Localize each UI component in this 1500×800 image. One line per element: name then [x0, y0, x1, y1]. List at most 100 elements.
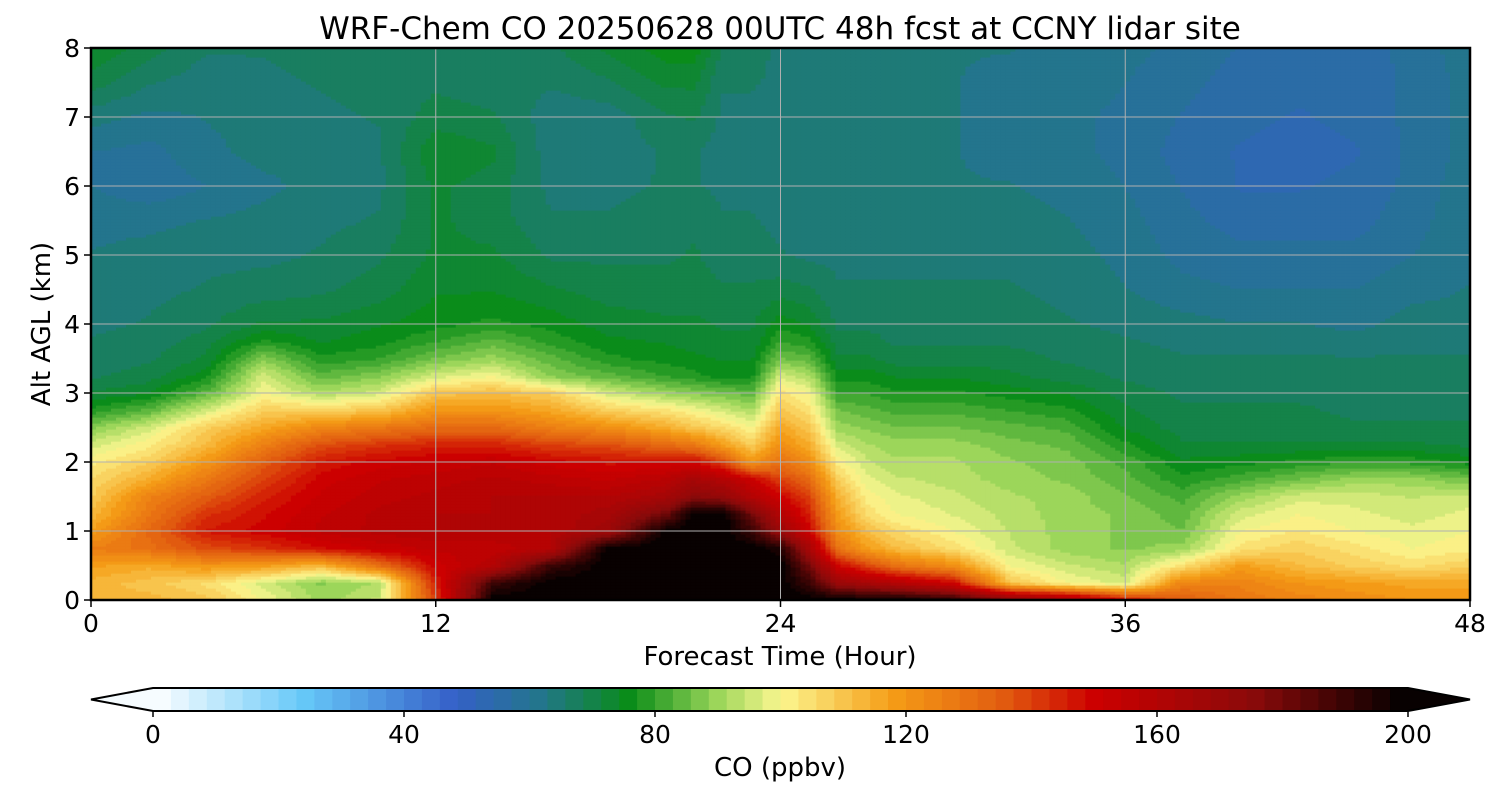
colorbar-swatch	[1372, 688, 1390, 711]
y-tick-label: 4	[64, 310, 80, 339]
y-tick-label: 6	[64, 172, 80, 201]
colorbar-swatch	[261, 688, 279, 711]
y-tick-label: 1	[64, 517, 80, 546]
colorbar-swatch	[637, 688, 655, 711]
colorbar-swatch	[942, 688, 960, 711]
colorbar-tick-label: 120	[882, 720, 930, 749]
colorbar-swatch	[816, 688, 834, 711]
colorbar-swatch	[1014, 688, 1032, 711]
colorbar-swatch	[494, 688, 512, 711]
colorbar-ticks: 0 40 80 120 160 200	[145, 711, 1432, 749]
colorbar-swatch	[1049, 688, 1067, 711]
colorbar-swatch	[888, 688, 906, 711]
x-axis-label: Forecast Time (Hour)	[643, 642, 916, 672]
colorbar-swatch	[171, 688, 189, 711]
colorbar-tick-label: 40	[388, 720, 420, 749]
colorbar-swatch	[422, 688, 440, 711]
x-tick-label: 36	[1109, 609, 1141, 638]
colorbar-swatch	[153, 688, 171, 711]
colorbar-swatch	[332, 688, 350, 711]
colorbar-swatch	[243, 688, 261, 711]
colorbar-swatch	[1300, 688, 1318, 711]
colorbar-swatch	[619, 688, 637, 711]
x-axis: 0 12 24 36 48	[83, 600, 1486, 638]
colorbar-swatch	[798, 688, 816, 711]
colorbar-swatch	[547, 688, 565, 711]
colorbar-swatch	[655, 688, 673, 711]
colorbar-swatch	[1229, 688, 1247, 711]
chart-title: WRF-Chem CO 20250628 00UTC 48h fcst at C…	[319, 11, 1241, 47]
colorbar-swatch	[350, 688, 368, 711]
colorbar-swatch	[996, 688, 1014, 711]
colorbar-swatch	[1211, 688, 1229, 711]
colorbar-swatch	[583, 688, 601, 711]
y-axis-label: Alt AGL (km)	[27, 242, 57, 406]
colorbar-swatch	[834, 688, 852, 711]
y-tick-label: 7	[64, 103, 80, 132]
y-tick-label: 2	[64, 448, 80, 477]
colorbar-swatch	[906, 688, 924, 711]
colorbar-tick-label: 0	[145, 720, 161, 749]
colorbar-swatch	[1175, 688, 1193, 711]
colorbar-swatch	[691, 688, 709, 711]
colorbar	[91, 688, 1470, 711]
colorbar-tick-label: 200	[1384, 720, 1432, 749]
colorbar-swatch	[763, 688, 781, 711]
x-tick-label: 24	[765, 609, 797, 638]
colorbar-swatch	[1354, 688, 1372, 711]
colorbar-swatch	[279, 688, 297, 711]
colorbar-swatch	[1085, 688, 1103, 711]
colorbar-swatch	[673, 688, 691, 711]
colorbar-swatch	[207, 688, 225, 711]
colorbar-swatch	[296, 688, 314, 711]
colorbar-swatch	[601, 688, 619, 711]
colorbar-swatch	[852, 688, 870, 711]
colorbar-extend-low	[91, 688, 153, 711]
colorbar-swatch	[386, 688, 404, 711]
x-tick-label: 0	[83, 609, 99, 638]
colorbar-swatch	[368, 688, 386, 711]
y-tick-label: 8	[64, 34, 80, 63]
colorbar-tick-label: 160	[1133, 720, 1181, 749]
colorbar-swatch	[476, 688, 494, 711]
colorbar-swatch	[1032, 688, 1050, 711]
colorbar-swatch	[1247, 688, 1265, 711]
colorbar-swatch	[960, 688, 978, 711]
colorbar-swatch	[1157, 688, 1175, 711]
colorbar-swatch	[745, 688, 763, 711]
colorbar-swatch	[1121, 688, 1139, 711]
colorbar-swatch	[1067, 688, 1085, 711]
colorbar-swatch	[458, 688, 476, 711]
colorbar-swatch	[1193, 688, 1211, 711]
y-tick-label: 5	[64, 241, 80, 270]
colorbar-swatch	[709, 688, 727, 711]
colorbar-swatch	[1318, 688, 1336, 711]
colorbar-swatch	[1265, 688, 1283, 711]
colorbar-swatch	[404, 688, 422, 711]
x-tick-label: 12	[420, 609, 452, 638]
colorbar-swatch	[1283, 688, 1301, 711]
colorbar-swatch	[565, 688, 583, 711]
colorbar-swatch	[1139, 688, 1157, 711]
colorbar-swatch	[314, 688, 332, 711]
colorbar-tick-label: 80	[639, 720, 671, 749]
colorbar-swatch	[727, 688, 745, 711]
colorbar-swatch	[1103, 688, 1121, 711]
y-tick-label: 0	[64, 586, 80, 615]
colorbar-swatch	[225, 688, 243, 711]
colorbar-swatch	[1336, 688, 1354, 711]
colorbar-swatch	[512, 688, 530, 711]
colorbar-swatch	[440, 688, 458, 711]
y-axis: 0 1 2 3 4 5 6 7 8	[64, 34, 91, 615]
colorbar-swatch	[530, 688, 548, 711]
x-tick-label: 48	[1454, 609, 1486, 638]
y-tick-label: 3	[64, 379, 80, 408]
colorbar-swatch	[1390, 688, 1408, 711]
colorbar-swatch	[978, 688, 996, 711]
colorbar-swatch	[870, 688, 888, 711]
colorbar-swatch	[781, 688, 799, 711]
colorbar-swatch	[189, 688, 207, 711]
colorbar-extend-high	[1408, 688, 1470, 711]
